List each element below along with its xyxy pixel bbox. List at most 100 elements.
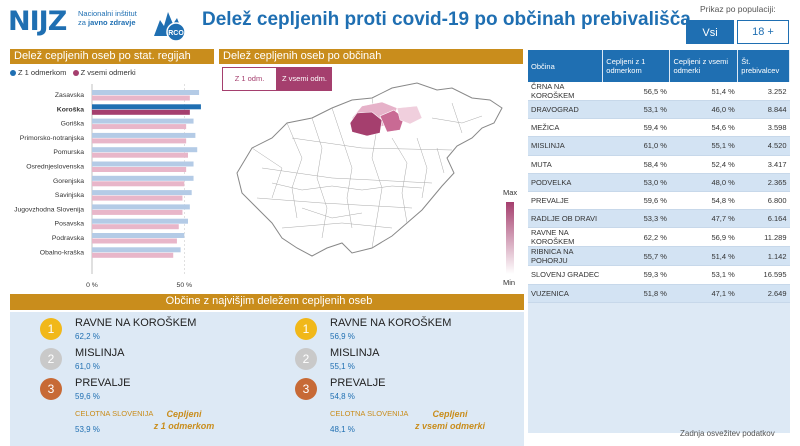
map-koroska-region-mid [379, 109, 405, 133]
table-cell: 51,4 % [669, 82, 738, 101]
chart-category-label: Goriška [61, 121, 85, 128]
bar-one-dose[interactable] [92, 147, 198, 153]
municipalities-section-title: Delež cepljenih oseb po občinah [219, 49, 523, 64]
chart-category-label: Savinjska [55, 192, 84, 199]
table-cell: 55,1 % [669, 136, 738, 156]
legend-label-2: Z vsemi odmerki [80, 68, 136, 77]
top-municipality-name: MISLINJA [330, 347, 380, 359]
table-row[interactable]: DRAVOGRAD 53,1 % 46,0 % 8.844 [528, 100, 790, 120]
table-cell: 16.595 [737, 265, 790, 285]
bar-one-dose[interactable] [92, 175, 194, 181]
top-municipalities-panel: 1 RAVNE NA KOROŠKEM 62,2 % 2 MISLINJA 61,0 % 3… [10, 312, 524, 446]
map-municipality-lines [251, 97, 483, 249]
table-cell: RIBNICA NA POHORJU [528, 246, 603, 267]
map-scale-max: Max [503, 188, 518, 197]
bar-one-dose[interactable] [92, 132, 196, 138]
bar-all-doses[interactable] [92, 95, 190, 101]
bar-all-doses[interactable] [92, 124, 187, 130]
legend-label-1: Z 1 odmerkom [18, 68, 67, 77]
map-scale-min: Min [503, 278, 516, 287]
dose-caption-1: Cepljeni [432, 409, 468, 419]
bar-one-dose[interactable] [92, 90, 200, 95]
bar-one-dose[interactable] [92, 104, 201, 110]
bar-all-doses[interactable] [92, 195, 183, 201]
table-cell: 56,9 % [669, 227, 738, 248]
table-cell: 54,8 % [669, 191, 738, 211]
bar-all-doses[interactable] [92, 209, 183, 215]
table-cell: 53,1 % [669, 265, 738, 285]
bar-all-doses[interactable] [92, 138, 187, 144]
table-header-cell[interactable]: Št. prebivalcev [737, 50, 790, 82]
rank-medal-1: 1 [295, 318, 317, 340]
population-18-plus-button[interactable]: 18 + [737, 20, 789, 44]
table-row[interactable]: PREVALJE 59,6 % 54,8 % 6.800 [528, 191, 790, 211]
table-row[interactable]: MUTA 58,4 % 52,4 % 3.417 [528, 155, 790, 174]
top-municipality-value: 59,6 % [75, 392, 100, 401]
chart-xtick-0: 0 % [86, 282, 98, 289]
bar-all-doses[interactable] [92, 152, 188, 158]
table-cell: 4.520 [737, 136, 790, 156]
table-cell: 61,0 % [602, 136, 670, 156]
table-cell: DRAVOGRAD [528, 100, 603, 120]
bar-one-dose[interactable] [92, 218, 188, 224]
map-scale-gradient [506, 202, 514, 274]
table-cell: 3.252 [737, 82, 790, 101]
table-row[interactable]: PODVELKA 53,0 % 48,0 % 2.365 [528, 173, 790, 192]
table-row[interactable]: MEŽICA 59,4 % 54,6 % 3.598 [528, 118, 790, 138]
table-header-cell[interactable]: Občina [528, 50, 604, 82]
top-municipality-value: 61,0 % [75, 362, 100, 371]
top-municipality-value: 62,2 % [75, 332, 100, 341]
nijz-logo: NIJZ [8, 6, 67, 37]
top-municipality-name: RAVNE NA KOROŠKEM [330, 317, 452, 329]
rank-medal-1: 1 [40, 318, 62, 340]
table-row[interactable]: MISLINJA 61,0 % 55,1 % 4.520 [528, 136, 790, 156]
bar-one-dose[interactable] [92, 247, 181, 253]
table-cell: 59,6 % [602, 191, 670, 211]
dose-caption-1: Cepljeni [166, 409, 202, 419]
bar-all-doses[interactable] [92, 224, 179, 230]
table-cell: 6.800 [737, 191, 790, 211]
population-label: Prikaz po populaciji: [700, 4, 776, 14]
bar-all-doses[interactable] [92, 238, 177, 244]
bar-one-dose[interactable] [92, 233, 185, 238]
regions-bar-chart: Zasavska Koroška Goriška Primorsko-notranjs… [14, 84, 201, 289]
table-cell: 53,3 % [602, 209, 670, 229]
table-cell: 6.164 [737, 209, 790, 229]
bar-all-doses[interactable] [92, 167, 187, 172]
table-header-cell[interactable]: Cepljeni z 1 odmerkom [602, 50, 671, 82]
population-all-button[interactable]: Vsi [686, 20, 734, 44]
table-row[interactable]: RIBNICA NA POHORJU 55,7 % 51,4 % 1.142 [528, 246, 790, 267]
bar-all-doses[interactable] [92, 181, 185, 187]
table-cell: 58,4 % [602, 155, 670, 174]
top-municipality-value: 55,1 % [330, 362, 355, 371]
map-tab-one-dose[interactable]: Z 1 odm. [222, 67, 277, 91]
slovenia-total-label: CELOTNA SLOVENIJA [330, 409, 409, 418]
table-cell: 54,6 % [669, 118, 738, 138]
logo-sub-za: za [78, 18, 89, 27]
bar-one-dose[interactable] [92, 118, 194, 124]
top-municipality-value: 54,8 % [330, 392, 355, 401]
slovenia-total-value: 53,9 % [75, 425, 100, 434]
chart-category-label: Podravska [52, 235, 84, 242]
table-row[interactable]: SLOVENJ GRADEC 59,3 % 53,1 % 16.595 [528, 265, 790, 285]
logo-sub-javno: javno zdravje [88, 18, 136, 27]
bar-all-doses[interactable] [92, 252, 174, 258]
table-header-cell[interactable]: Cepljeni z vsemi odmerki [669, 50, 739, 82]
table-row[interactable]: ČRNA NA KOROŠKEM 56,5 % 51,4 % 3.252 [528, 82, 790, 101]
bar-one-dose[interactable] [92, 190, 192, 196]
table-row[interactable]: VUZENICA 51,8 % 47,1 % 2.649 [528, 284, 790, 303]
map-koroska-region-dark [349, 111, 383, 137]
bar-all-doses[interactable] [92, 109, 190, 115]
table-cell: MISLINJA [528, 136, 603, 156]
bar-one-dose[interactable] [92, 161, 194, 167]
rank-medal-3: 3 [40, 378, 62, 400]
municipalities-table[interactable]: Občina Cepljeni z 1 odmerkom Cepljeni z vs… [528, 50, 790, 433]
top-municipalities-title: Občine z najvišjim deležem cepljenih ose… [10, 294, 524, 310]
top-municipality-name: MISLINJA [75, 347, 125, 359]
table-row[interactable]: RAVNE NA KOROŠKEM 62,2 % 56,9 % 11.289 [528, 227, 790, 248]
chart-category-label: Obalno-kraška [40, 249, 84, 256]
map-tab-all-doses[interactable]: Z vsemi odm. [277, 67, 332, 91]
slovenia-municipalities-map[interactable] [232, 78, 517, 268]
bar-one-dose[interactable] [92, 204, 190, 210]
table-row[interactable]: RADLJE OB DRAVI 53,3 % 47,7 % 6.164 [528, 209, 790, 229]
